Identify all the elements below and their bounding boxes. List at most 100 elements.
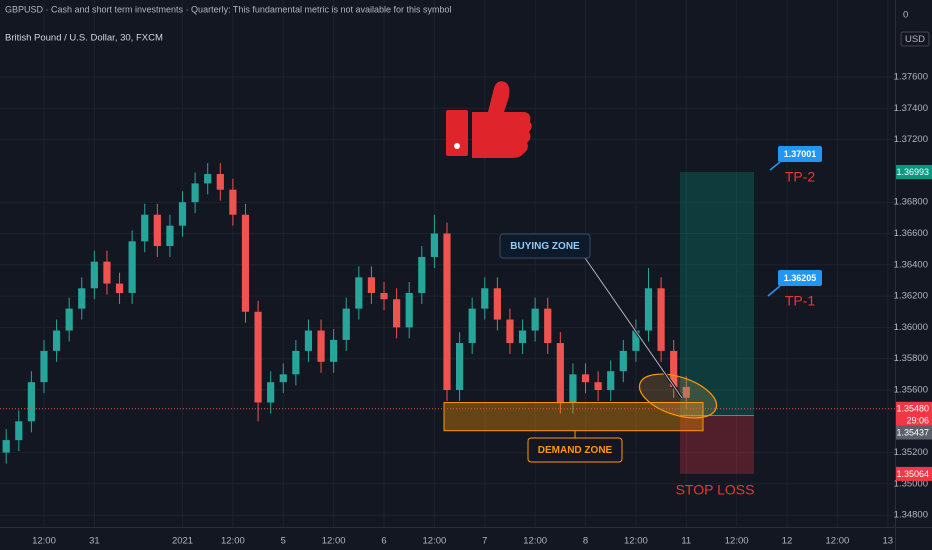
countdown-box bbox=[896, 414, 932, 427]
target-tag bbox=[896, 164, 932, 179]
x-tick-label: 12:00 bbox=[624, 536, 648, 547]
stop-tag bbox=[896, 466, 932, 481]
drawings: DEMAND ZONE BUYING ZONE 1.37001 TP-2 1.36205… bbox=[0, 81, 895, 498]
x-tick-label: 12:00 bbox=[826, 536, 850, 547]
x-tick-label: 12:00 bbox=[221, 536, 245, 547]
x-tick-label: 12:00 bbox=[523, 536, 547, 547]
y-tick-label: 1.35800 bbox=[894, 353, 928, 364]
candle-body bbox=[178, 202, 187, 226]
buying-label: BUYING ZONE bbox=[510, 241, 580, 252]
candle-body bbox=[90, 261, 98, 289]
candle-body bbox=[569, 374, 577, 403]
candle-body bbox=[166, 225, 174, 247]
entry-tag-text: 1.35437 bbox=[896, 427, 929, 437]
x-tick-label: 12:00 bbox=[322, 536, 346, 547]
candle-body bbox=[443, 233, 451, 391]
current-price-tag bbox=[896, 401, 932, 416]
demand-label: DEMAND ZONE bbox=[538, 445, 613, 456]
candle-body bbox=[481, 288, 489, 309]
y-tick-label: 1.36200 bbox=[894, 291, 928, 302]
thumbs-up-icon bbox=[446, 81, 532, 158]
tp-connector bbox=[767, 285, 781, 297]
candle-body bbox=[292, 350, 300, 375]
candle-body bbox=[216, 174, 224, 190]
candle-body bbox=[191, 183, 199, 203]
tp-price-box bbox=[778, 270, 822, 286]
plot-area bbox=[2, 163, 690, 464]
candle-body bbox=[27, 382, 35, 422]
stop-tag-text: 1.35064 bbox=[896, 469, 929, 479]
tp-label: TP-1 bbox=[785, 293, 816, 309]
candle-body bbox=[455, 343, 464, 391]
candle-body bbox=[531, 308, 539, 331]
y-tick-label: 1.36600 bbox=[894, 228, 928, 239]
x-tick-label: 11 bbox=[681, 536, 691, 547]
x-tick-label: 12:00 bbox=[725, 536, 749, 547]
candle-body bbox=[15, 421, 23, 441]
candle-body bbox=[103, 261, 111, 284]
x-tick-label: 13 bbox=[882, 536, 893, 547]
candle-body bbox=[153, 214, 161, 247]
candle-body bbox=[619, 350, 627, 372]
x-tick-label: 12 bbox=[782, 536, 793, 547]
y-tick-label: 1.36800 bbox=[894, 197, 928, 208]
candle-body bbox=[657, 288, 665, 351]
candle-body bbox=[78, 288, 86, 309]
candle-body bbox=[670, 350, 678, 387]
y-tick-label: 1.35000 bbox=[894, 478, 928, 489]
candle-body bbox=[317, 330, 325, 362]
x-tick-label: 12:00 bbox=[423, 536, 447, 547]
candle-body bbox=[304, 330, 313, 351]
candle-body bbox=[594, 382, 602, 391]
y-tick-label: 1.36400 bbox=[894, 259, 928, 270]
top-right-label: 0 bbox=[903, 10, 908, 21]
candle-body bbox=[682, 386, 690, 398]
y-tick-label: 1.36000 bbox=[894, 322, 928, 333]
candle-body bbox=[607, 371, 615, 391]
candle-body bbox=[468, 308, 476, 344]
candle-body bbox=[141, 214, 149, 242]
candle-body bbox=[581, 374, 590, 383]
candle-body bbox=[380, 292, 388, 300]
buying-connector bbox=[584, 257, 683, 399]
target-tag-text: 1.36993 bbox=[896, 167, 929, 177]
candle-body bbox=[128, 241, 136, 293]
candle-body bbox=[506, 319, 514, 344]
candle-body bbox=[430, 233, 438, 257]
candle-body bbox=[229, 189, 237, 215]
candle-body bbox=[544, 308, 552, 344]
y-tick-label: 1.35600 bbox=[894, 385, 928, 396]
profit-zone bbox=[680, 171, 754, 416]
candle-body bbox=[65, 308, 73, 331]
candle-body bbox=[556, 343, 564, 403]
candle-body bbox=[254, 311, 262, 403]
tp-price-box bbox=[778, 146, 822, 162]
candle-body bbox=[204, 174, 212, 184]
x-tick-label: 8 bbox=[583, 536, 588, 547]
candle-body bbox=[644, 288, 653, 331]
y-tick-label: 1.37400 bbox=[894, 103, 928, 114]
candle-body bbox=[115, 283, 124, 293]
candle-body bbox=[405, 292, 413, 328]
candle-body bbox=[418, 256, 426, 293]
candle-body bbox=[241, 214, 250, 312]
tp-price: 1.36205 bbox=[784, 273, 817, 283]
tp-connector bbox=[769, 161, 781, 171]
candle-body bbox=[342, 308, 350, 340]
candle-body bbox=[367, 277, 376, 293]
tp-price: 1.37001 bbox=[784, 149, 817, 159]
current-price-tag-text: 1.35480 bbox=[896, 404, 929, 414]
candle-body bbox=[355, 277, 363, 309]
candle-body bbox=[518, 330, 527, 344]
demand-label-box bbox=[527, 437, 623, 463]
subtitle: GBPUSD · Cash and short term investments… bbox=[5, 4, 452, 14]
unit-box bbox=[900, 31, 930, 47]
candle-body bbox=[493, 288, 501, 320]
candle-body bbox=[393, 299, 401, 328]
candle-body bbox=[632, 330, 640, 351]
countdown: 29:06 bbox=[906, 416, 929, 426]
loss-zone bbox=[680, 415, 754, 474]
buying-label-box bbox=[499, 233, 591, 259]
